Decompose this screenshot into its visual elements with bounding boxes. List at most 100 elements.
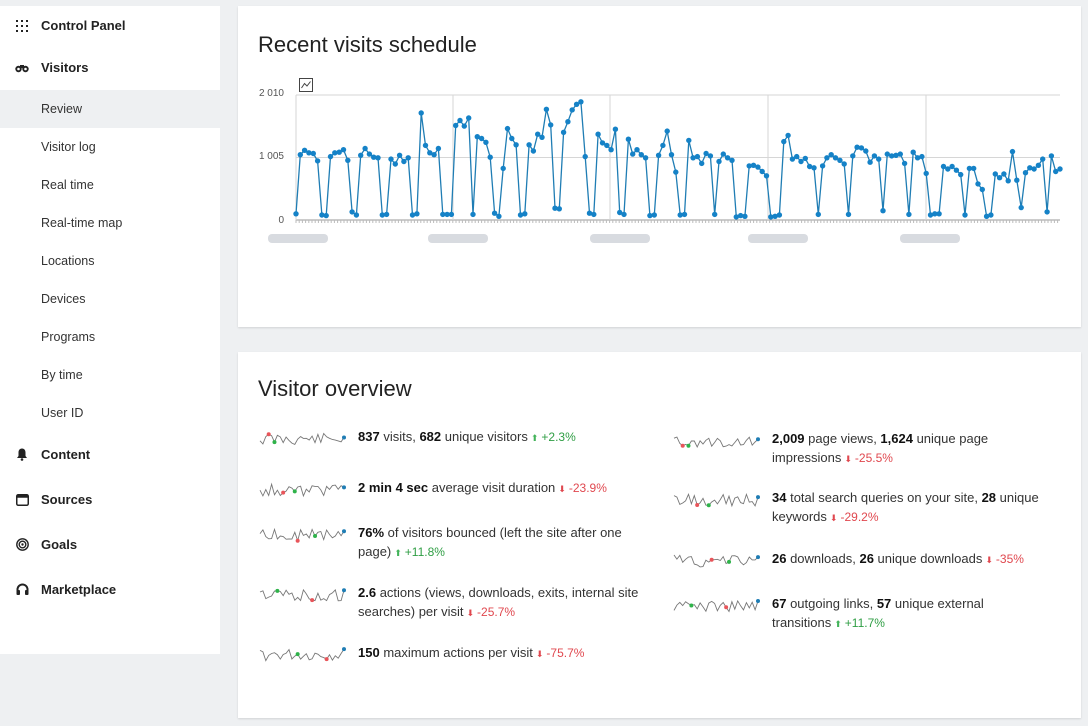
data-point[interactable] bbox=[517, 212, 524, 218]
data-point[interactable] bbox=[621, 211, 627, 218]
data-point[interactable] bbox=[539, 134, 545, 140]
data-point[interactable] bbox=[293, 211, 299, 217]
data-point[interactable] bbox=[798, 158, 804, 165]
data-point[interactable] bbox=[332, 150, 338, 156]
data-point[interactable] bbox=[625, 136, 632, 142]
subnav-real-time[interactable]: Real time bbox=[41, 178, 94, 192]
data-point[interactable] bbox=[466, 115, 472, 121]
data-point[interactable] bbox=[901, 160, 908, 167]
data-point[interactable] bbox=[750, 162, 757, 168]
data-point[interactable] bbox=[379, 212, 385, 218]
data-point[interactable] bbox=[491, 210, 498, 216]
metric-row[interactable]: 150 maximum actions per visit ⬇ -75.7% bbox=[258, 643, 658, 665]
data-point[interactable] bbox=[923, 170, 929, 177]
data-point[interactable] bbox=[781, 138, 787, 145]
data-point[interactable] bbox=[552, 205, 558, 211]
nav-visitors[interactable]: Visitors bbox=[0, 45, 220, 90]
data-point[interactable] bbox=[880, 208, 886, 214]
data-point[interactable] bbox=[845, 211, 852, 218]
data-point[interactable] bbox=[565, 119, 571, 125]
data-point[interactable] bbox=[427, 150, 433, 156]
data-point[interactable] bbox=[1001, 171, 1007, 177]
data-point[interactable] bbox=[297, 152, 303, 158]
data-point[interactable] bbox=[444, 211, 450, 218]
subnav-locations[interactable]: Locations bbox=[41, 254, 95, 268]
data-point[interactable] bbox=[362, 145, 368, 152]
data-point[interactable] bbox=[569, 107, 575, 113]
data-point[interactable] bbox=[1044, 209, 1050, 215]
data-point[interactable] bbox=[910, 149, 916, 155]
data-point[interactable] bbox=[371, 154, 377, 160]
data-point[interactable] bbox=[897, 151, 903, 157]
data-point[interactable] bbox=[772, 213, 778, 219]
data-point[interactable] bbox=[414, 211, 420, 217]
data-point[interactable] bbox=[530, 148, 537, 154]
nav-marketplace[interactable]: Marketplace bbox=[0, 567, 220, 612]
data-point[interactable] bbox=[686, 137, 692, 144]
data-point[interactable] bbox=[1014, 177, 1020, 183]
data-point[interactable] bbox=[746, 163, 752, 169]
data-point[interactable] bbox=[604, 142, 610, 149]
subnav-devices[interactable]: Devices bbox=[41, 292, 86, 306]
data-point[interactable] bbox=[906, 211, 912, 218]
data-point[interactable] bbox=[396, 152, 403, 158]
data-point[interactable] bbox=[841, 161, 847, 167]
data-point[interactable] bbox=[919, 153, 925, 160]
data-point[interactable] bbox=[461, 123, 467, 129]
data-point[interactable] bbox=[336, 149, 342, 155]
data-point[interactable] bbox=[453, 122, 459, 129]
data-point[interactable] bbox=[828, 152, 834, 158]
data-point[interactable] bbox=[927, 212, 934, 218]
data-point[interactable] bbox=[504, 125, 511, 132]
data-point[interactable] bbox=[867, 159, 873, 165]
data-point[interactable] bbox=[409, 212, 416, 218]
data-point[interactable] bbox=[794, 153, 800, 160]
data-point[interactable] bbox=[863, 148, 869, 154]
data-point[interactable] bbox=[422, 142, 429, 149]
data-point[interactable] bbox=[556, 206, 562, 212]
data-point[interactable] bbox=[694, 153, 701, 160]
data-point[interactable] bbox=[478, 135, 485, 142]
data-point[interactable] bbox=[755, 164, 761, 170]
data-point[interactable] bbox=[323, 212, 329, 219]
data-point[interactable] bbox=[353, 212, 360, 218]
data-point[interactable] bbox=[932, 211, 938, 217]
nav-control-panel[interactable]: Control Panel bbox=[0, 6, 220, 45]
data-point[interactable] bbox=[301, 147, 308, 153]
data-point[interactable] bbox=[871, 153, 878, 159]
data-point[interactable] bbox=[789, 156, 796, 162]
data-point[interactable] bbox=[802, 155, 808, 162]
data-point[interactable] bbox=[854, 144, 860, 150]
metric-row[interactable]: 2 min 4 sec average visit duration ⬇ -23.9… bbox=[258, 478, 658, 500]
data-point[interactable] bbox=[573, 101, 580, 108]
data-point[interactable] bbox=[1005, 178, 1011, 184]
data-point[interactable] bbox=[664, 128, 670, 134]
data-point[interactable] bbox=[1053, 168, 1059, 175]
data-point[interactable] bbox=[522, 211, 528, 217]
data-point[interactable] bbox=[586, 210, 593, 216]
data-point[interactable] bbox=[776, 212, 783, 218]
data-point[interactable] bbox=[712, 211, 718, 218]
data-point[interactable] bbox=[435, 145, 442, 152]
metric-row[interactable]: 2,009 page views, 1,624 unique page impr… bbox=[672, 429, 1052, 469]
data-point[interactable] bbox=[306, 150, 312, 156]
data-point[interactable] bbox=[699, 160, 705, 167]
data-point[interactable] bbox=[543, 106, 550, 113]
data-point[interactable] bbox=[979, 186, 985, 193]
nav-content[interactable]: Content bbox=[0, 432, 220, 477]
data-point[interactable] bbox=[1048, 153, 1055, 159]
data-point[interactable] bbox=[1040, 156, 1046, 162]
data-point[interactable] bbox=[500, 165, 506, 172]
data-point[interactable] bbox=[733, 214, 739, 220]
data-point[interactable] bbox=[1035, 162, 1042, 168]
data-point[interactable] bbox=[953, 167, 960, 173]
data-point[interactable] bbox=[992, 171, 998, 177]
data-point[interactable] bbox=[742, 213, 748, 219]
data-point[interactable] bbox=[716, 158, 722, 165]
data-point[interactable] bbox=[358, 152, 364, 158]
data-point[interactable] bbox=[647, 212, 653, 219]
data-point[interactable] bbox=[759, 168, 765, 175]
data-point[interactable] bbox=[975, 181, 981, 187]
data-point[interactable] bbox=[548, 122, 554, 128]
data-point[interactable] bbox=[673, 169, 679, 175]
